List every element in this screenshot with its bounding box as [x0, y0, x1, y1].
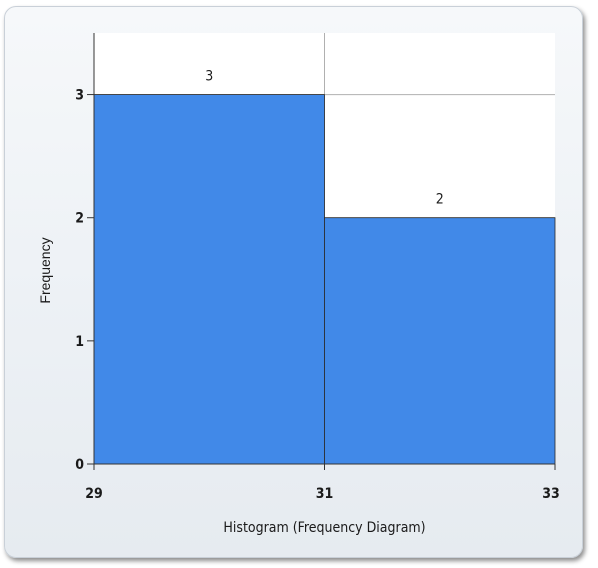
- x-tick-label: 31: [316, 486, 334, 502]
- histogram-bar: [324, 217, 556, 465]
- y-tick-label: 0: [75, 457, 84, 473]
- x-tick-label: 33: [542, 486, 560, 502]
- y-tick-label: 3: [75, 88, 84, 104]
- x-axis-title: Histogram (Frequency Diagram): [223, 520, 425, 536]
- bar-data-label: 3: [205, 69, 213, 85]
- x-tick-label: 29: [85, 486, 103, 502]
- histogram-bar: [93, 94, 325, 465]
- bar-data-label: 2: [436, 192, 444, 208]
- y-tick-label: 1: [75, 334, 84, 350]
- y-tick-label: 2: [75, 211, 84, 227]
- y-axis-title: Frequency: [37, 237, 53, 303]
